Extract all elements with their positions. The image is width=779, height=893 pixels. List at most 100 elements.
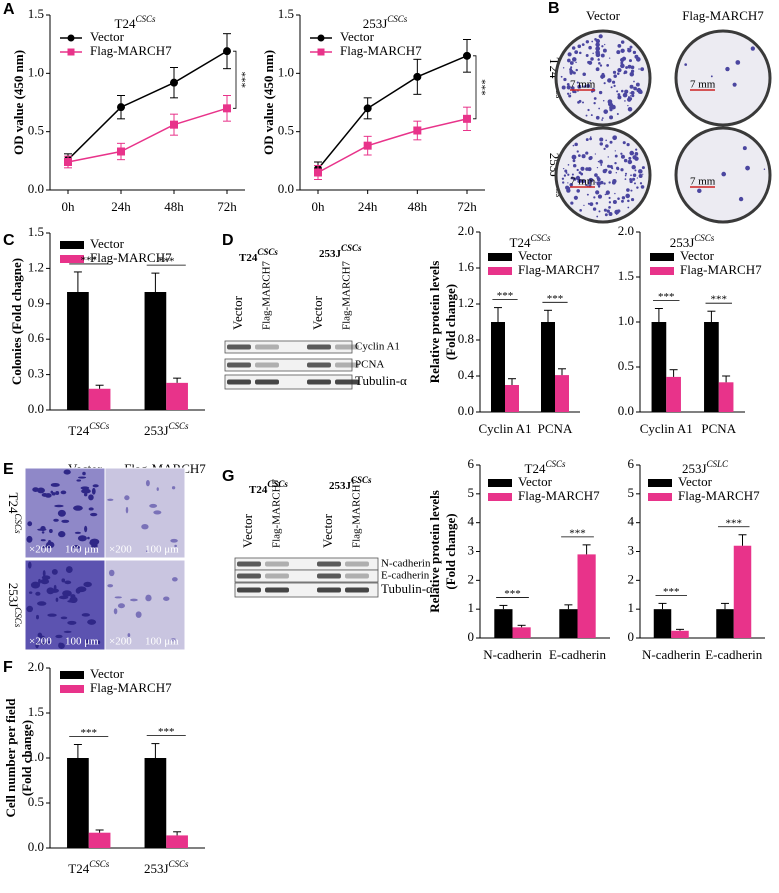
colony-plate: [554, 126, 652, 224]
magnification: ×200: [29, 636, 52, 648]
significance-label: ***: [569, 527, 586, 539]
colony: [571, 154, 577, 160]
bar: [718, 382, 734, 412]
bar: [494, 609, 513, 638]
cell: [108, 569, 115, 577]
colony: [595, 46, 601, 52]
cell: [27, 521, 33, 527]
colony: [627, 64, 632, 69]
colony: [576, 81, 579, 84]
colony: [576, 168, 579, 172]
colony: [640, 185, 645, 189]
y-tick-label: 0.0: [458, 403, 474, 418]
significance-label: ***: [658, 291, 675, 303]
cell: [69, 596, 78, 604]
blot-group-label: 253JCSCs: [329, 475, 372, 491]
x-tick-label-base: T24: [68, 423, 89, 438]
colony: [597, 58, 600, 61]
y-tick-label: 6: [468, 456, 475, 471]
x-tick-label: Cyclin A1: [478, 421, 531, 436]
blot-band: [227, 379, 251, 385]
cell: [127, 633, 131, 638]
cell: [26, 605, 34, 613]
colony: [589, 137, 592, 141]
colony: [624, 178, 627, 181]
blot-group-label-sup: CSCs: [341, 243, 362, 253]
colony: [610, 86, 613, 89]
colony: [621, 56, 627, 61]
panel-letter: F: [3, 659, 13, 676]
colony: [615, 166, 620, 170]
cell: [35, 641, 39, 649]
colony: [606, 63, 610, 67]
cell: [77, 476, 87, 479]
y-tick-label: 5: [628, 485, 635, 500]
y-tick-label: 0.3: [28, 366, 44, 381]
point: [363, 141, 372, 150]
cell: [57, 509, 66, 517]
colony: [630, 93, 633, 95]
cell: [107, 584, 114, 588]
cell: [63, 469, 71, 475]
colony: [609, 164, 613, 169]
significance-label: ***: [711, 294, 728, 306]
colony: [610, 104, 616, 110]
colony: [630, 69, 635, 73]
bar: [166, 382, 188, 410]
chart-title-sup: CSLC: [707, 459, 730, 469]
colony: [567, 58, 571, 63]
colony: [589, 136, 592, 138]
colony: [617, 44, 622, 48]
colony: [608, 201, 612, 204]
colony: [605, 144, 609, 148]
y-tick-label: 0.0: [28, 839, 44, 854]
colony: [627, 159, 633, 165]
colony: [563, 77, 567, 82]
colony: [607, 78, 612, 83]
cell: [163, 596, 170, 601]
colony: [585, 40, 590, 44]
colony: [562, 67, 565, 69]
colony: [573, 195, 578, 200]
scale-label: 7 mm: [570, 79, 596, 91]
colony: [642, 173, 644, 175]
colony: [598, 90, 603, 95]
x-tick-label: 48h: [164, 199, 184, 214]
bar: [505, 385, 519, 412]
x-tick-label-base: 253J: [144, 861, 169, 876]
colony: [596, 215, 599, 218]
point: [64, 158, 72, 166]
colony: [595, 42, 600, 47]
significance-label: ***: [81, 727, 98, 739]
cell: [37, 487, 45, 494]
cell: [174, 544, 177, 548]
colony: [595, 38, 601, 44]
cell: [41, 575, 51, 580]
cell: [44, 493, 52, 498]
colony: [570, 66, 573, 69]
colony: [603, 109, 609, 114]
colony: [635, 82, 640, 87]
blot-lane-label: Flag-MARCH7: [341, 260, 353, 330]
x-tick-label: 253JCSCs: [144, 859, 189, 876]
cell: [83, 493, 88, 497]
colony: [621, 199, 624, 203]
cell: [46, 587, 55, 595]
magnification: ×200: [109, 544, 132, 556]
blot-group-label-sup: CSCs: [351, 475, 372, 485]
colony: [616, 72, 620, 75]
bar: [671, 630, 689, 638]
blot-band: [335, 379, 359, 385]
legend-label: Vector: [340, 29, 375, 44]
colony: [602, 100, 605, 102]
blot-group-label-sup: CSCs: [267, 479, 288, 489]
colony: [593, 97, 597, 100]
x-tick-label: 253JCSCs: [144, 421, 189, 438]
chart-title: T24CSCs: [525, 459, 566, 476]
y-axis-label: (Fold change): [19, 720, 34, 796]
blot-band-label: Tubulin-α: [381, 581, 433, 596]
colony: [611, 80, 616, 84]
colony: [608, 57, 611, 59]
y-tick-label: 0.6: [28, 330, 45, 345]
chart-title: 253JCSLC: [682, 459, 729, 476]
